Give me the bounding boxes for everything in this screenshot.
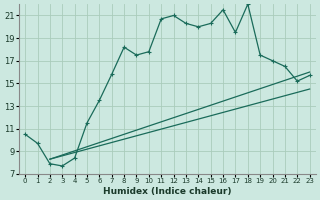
X-axis label: Humidex (Indice chaleur): Humidex (Indice chaleur) [103, 187, 232, 196]
